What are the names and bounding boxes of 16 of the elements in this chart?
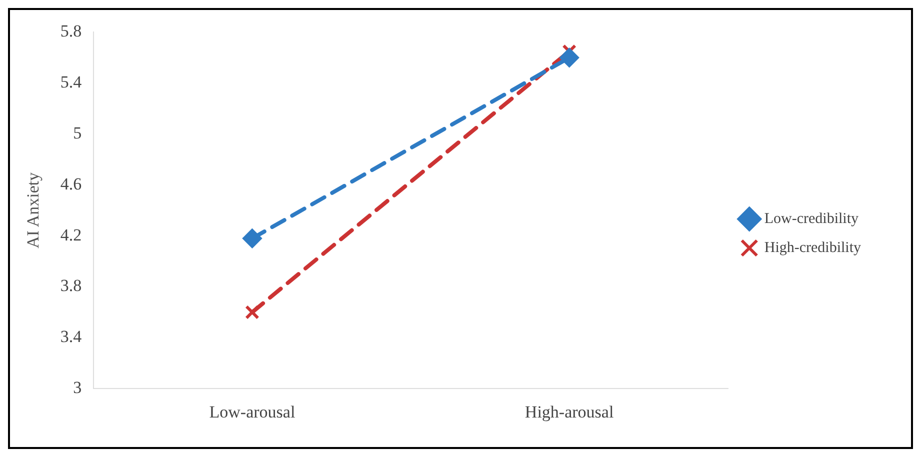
y-axis-title: AI Anxiety xyxy=(24,172,43,248)
x-tick-label: High-arousal xyxy=(524,402,614,422)
legend-label: High-credibility xyxy=(764,240,862,256)
point xyxy=(560,48,579,68)
y-tick-label: 3 xyxy=(73,378,82,398)
legend-label: Low-credibility xyxy=(764,210,859,227)
x-tick-label: Low-arousal xyxy=(209,402,296,422)
y-tick-label: 3.8 xyxy=(60,276,82,296)
point xyxy=(245,305,260,320)
y-tick-label: 5.4 xyxy=(60,72,82,92)
y-tick-label: 4.2 xyxy=(60,225,82,244)
y-tick-label: 4.6 xyxy=(60,174,82,194)
point xyxy=(242,228,262,248)
y-tick-label: 5 xyxy=(73,123,82,142)
y-tick-label: 5.8 xyxy=(60,22,82,41)
y-tick-label: 3.4 xyxy=(60,327,82,346)
